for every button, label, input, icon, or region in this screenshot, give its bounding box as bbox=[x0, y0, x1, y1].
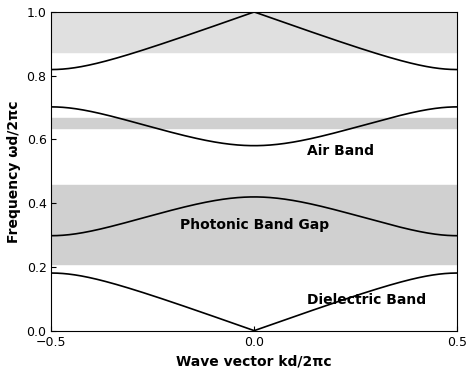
X-axis label: Wave vector kd/2πc: Wave vector kd/2πc bbox=[176, 354, 332, 368]
Text: Photonic Band Gap: Photonic Band Gap bbox=[180, 217, 329, 231]
Y-axis label: Frequency ωd/2πc: Frequency ωd/2πc bbox=[7, 100, 21, 243]
Bar bbox=[51, 184, 457, 264]
Bar bbox=[51, 118, 457, 128]
Text: Air Band: Air Band bbox=[307, 144, 374, 158]
Text: Dielectric Band: Dielectric Band bbox=[307, 293, 426, 308]
Bar bbox=[51, 12, 457, 52]
